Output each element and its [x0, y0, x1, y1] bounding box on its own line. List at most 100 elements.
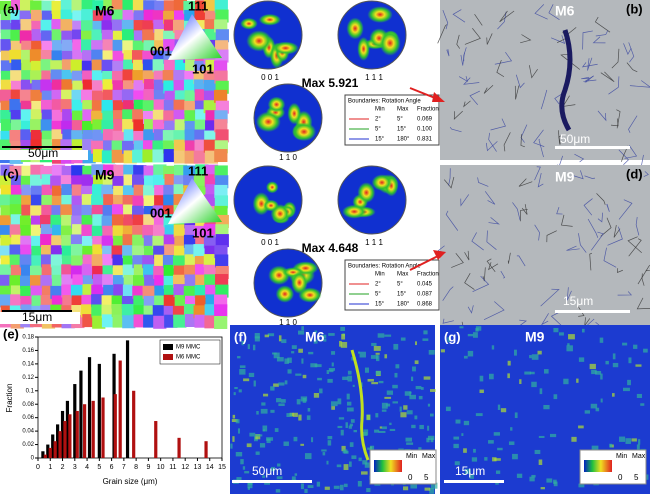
- kam-speck: [543, 404, 550, 410]
- grain: [214, 315, 228, 329]
- ipf-label: 001: [150, 205, 172, 220]
- pole-label: 1 1 0: [279, 153, 297, 162]
- kam-speck: [254, 333, 260, 339]
- boundary: [534, 4, 548, 20]
- grain: [60, 0, 74, 13]
- kam-speck: [349, 442, 354, 447]
- kam-speck: [628, 357, 632, 364]
- kam-speck: [622, 342, 628, 346]
- kam-speck: [553, 479, 557, 484]
- grain: [91, 225, 105, 239]
- grain: [132, 174, 146, 188]
- grain: [173, 139, 188, 153]
- grain: [71, 70, 85, 84]
- grain: [0, 194, 13, 208]
- boundary: [629, 80, 650, 88]
- grain: [9, 244, 23, 258]
- boundary: [464, 250, 470, 261]
- grain: [30, 194, 45, 208]
- grain: [40, 119, 54, 133]
- kam-speck: [283, 441, 289, 446]
- ipf-label: 001: [150, 43, 172, 58]
- kam-speck: [409, 394, 416, 400]
- grain: [30, 285, 44, 299]
- kam-speck: [301, 326, 304, 331]
- kam-speck: [232, 436, 235, 442]
- scale-bar: [555, 146, 630, 149]
- kam-speck: [281, 339, 287, 344]
- grain: [184, 110, 198, 124]
- boundary: [550, 311, 562, 326]
- grain: [133, 10, 147, 24]
- grain: [215, 129, 229, 143]
- grain: [203, 0, 218, 13]
- pole-blob: [346, 17, 364, 40]
- arrow-head: [432, 92, 445, 102]
- kam-speck: [600, 398, 603, 403]
- scale-bar: [555, 310, 630, 313]
- kam-speck: [284, 358, 289, 364]
- kam-speck: [292, 412, 298, 417]
- kam-speck: [253, 380, 256, 387]
- grain: [91, 29, 105, 43]
- kam-speck: [395, 364, 400, 369]
- kam-speck: [514, 412, 518, 419]
- kam-speck: [346, 393, 350, 400]
- kam-speck: [367, 447, 373, 450]
- bar: [63, 421, 67, 458]
- kam-speck: [643, 348, 648, 353]
- grain: [203, 224, 217, 238]
- grain: [163, 149, 177, 163]
- grain: [215, 224, 229, 238]
- kam-speck: [326, 460, 329, 465]
- scale-label: 15μm: [22, 310, 52, 324]
- boundary: [584, 75, 597, 82]
- bar: [79, 370, 83, 458]
- grain: [173, 245, 188, 259]
- kam-speck: [302, 374, 307, 379]
- table-box: [344, 259, 440, 311]
- panel-title: M9: [555, 169, 575, 185]
- table-header: Max: [397, 107, 408, 113]
- kam-speck: [403, 486, 409, 491]
- grain: [173, 150, 188, 164]
- kam-speck: [273, 352, 280, 359]
- boundary: [442, 286, 454, 301]
- grain: [153, 99, 167, 113]
- y-tick-label: 0.08: [22, 402, 34, 408]
- kam-speck: [370, 355, 378, 359]
- kam-speck: [537, 350, 542, 355]
- kam-speck: [578, 425, 584, 429]
- kam-speck: [232, 414, 236, 419]
- table-cell: 0.087: [417, 292, 433, 298]
- boundary: [600, 71, 615, 82]
- boundary: [554, 92, 564, 105]
- kam-speck: [255, 451, 260, 455]
- kam-speck: [571, 436, 577, 442]
- pole-blob: [267, 96, 286, 113]
- grain: [30, 89, 44, 103]
- grain: [71, 139, 85, 153]
- legend-swatch: [163, 344, 173, 350]
- grain: [101, 215, 115, 229]
- kam-speck: [375, 371, 381, 375]
- grain: [92, 10, 106, 24]
- grain: [61, 79, 75, 93]
- boundary: [534, 224, 540, 241]
- boundary: [467, 305, 474, 314]
- grain: [203, 254, 217, 268]
- kam-speck: [364, 367, 369, 373]
- kam-speck: [307, 485, 314, 489]
- grain: [0, 10, 14, 24]
- kam-speck: [239, 369, 246, 375]
- kam-speck: [488, 373, 494, 380]
- boundary: [621, 145, 629, 162]
- table-title: Boundaries: Rotation Angle: [348, 264, 421, 270]
- table-cell: 0.868: [417, 302, 433, 308]
- boundary: [453, 110, 463, 120]
- kam-speck: [261, 402, 266, 406]
- grain: [0, 60, 15, 74]
- grain: [81, 174, 95, 188]
- grain: [143, 40, 157, 54]
- colorbar-label: Min: [616, 453, 627, 460]
